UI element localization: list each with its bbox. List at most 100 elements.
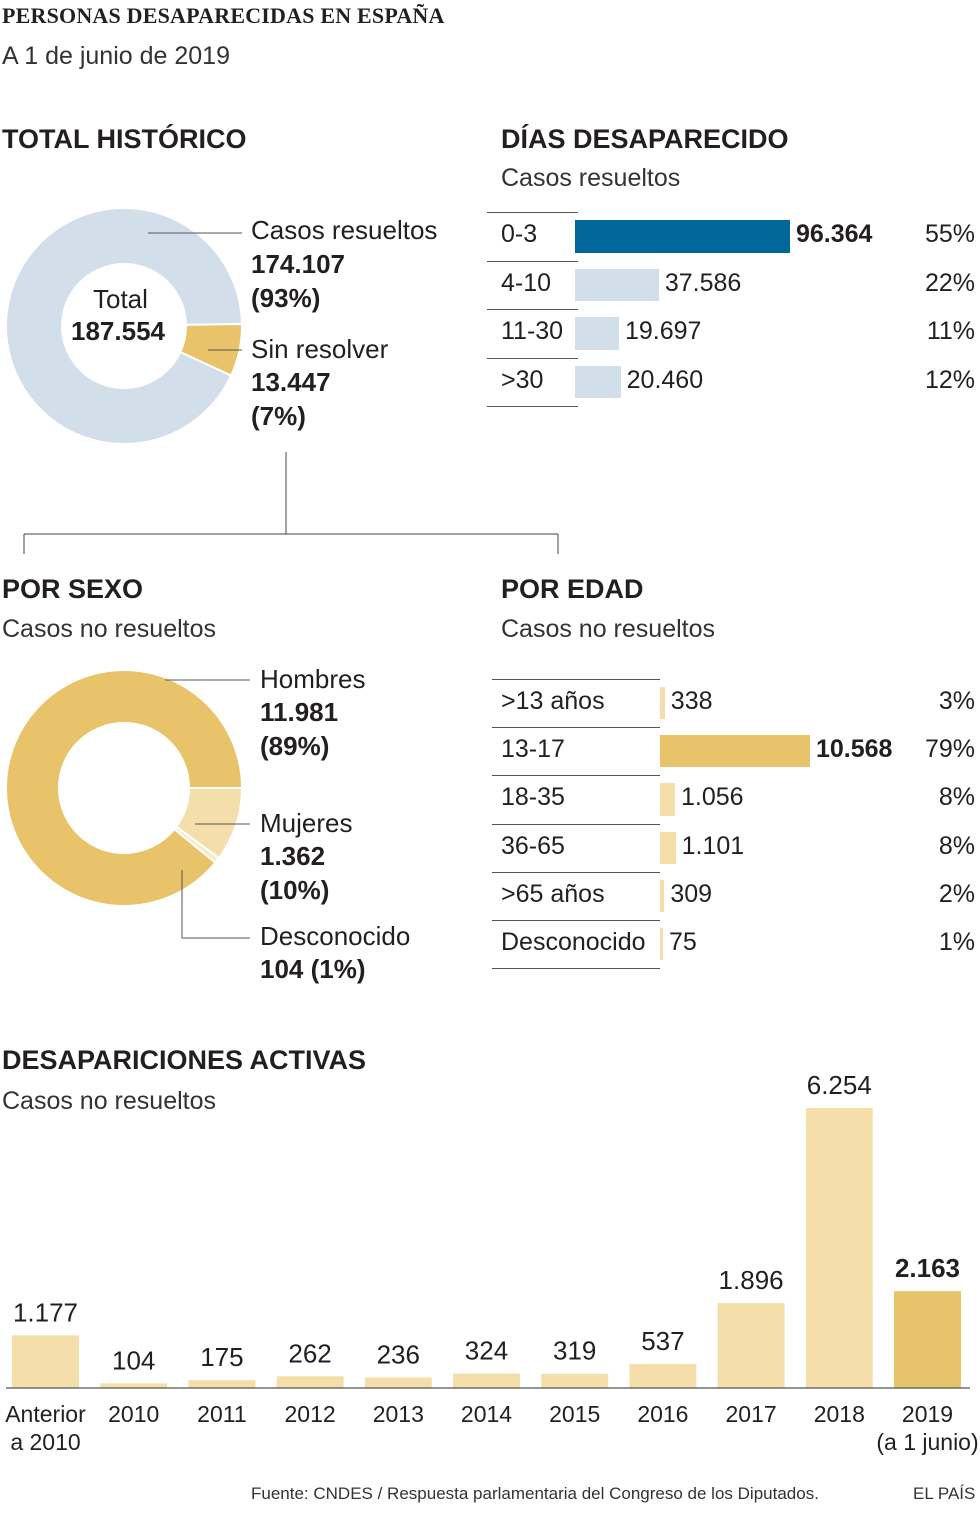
bar [575, 220, 790, 253]
row-divider [492, 679, 660, 680]
bar-pct-label: 22% [924, 268, 975, 297]
bar-value-label: 1.177 [13, 1297, 78, 1327]
leader-line-desconocido [181, 870, 250, 939]
bar-pct-label: 55% [924, 220, 975, 248]
bar [364, 1377, 432, 1388]
donut-slice-desconocido [172, 825, 221, 865]
row-category-label: 11-30 [501, 317, 564, 345]
bar-pct-label: 12% [924, 365, 975, 394]
x-tick-label: 2014 [461, 1401, 512, 1427]
bar [100, 1383, 168, 1388]
bar-pct-label: 11% [926, 317, 975, 345]
bar-value-label: 1.056 [680, 783, 744, 812]
row-category-label: 18-35 [501, 783, 565, 812]
bar-value-label: 2.163 [895, 1253, 960, 1283]
source-note: Fuente: CNDES / Respuesta parlamentaria … [251, 1484, 819, 1503]
bar [575, 317, 619, 350]
bar [660, 687, 665, 720]
hombres-pct: (89%) [260, 731, 330, 761]
bar-value-label: 10.568 [816, 735, 893, 764]
connector-bracket [23, 452, 559, 554]
row-category-label: 13-17 [501, 735, 565, 764]
bar-pct-label: 79% [924, 735, 975, 764]
bar [541, 1373, 609, 1388]
x-tick-label: (a 1 junio) [876, 1429, 978, 1455]
row-category-label: >30 [501, 365, 544, 394]
bar [276, 1376, 344, 1388]
bar-value-label: 236 [377, 1339, 420, 1369]
sin-resolver-value: 13.447 [251, 367, 331, 397]
row-divider [487, 212, 578, 213]
activas-title: DESAPARICIONES ACTIVAS [2, 1045, 367, 1075]
bar [575, 268, 659, 301]
row-divider [492, 920, 660, 921]
bar-value-label: 537 [641, 1326, 684, 1356]
bar-value-label: 75 [669, 928, 697, 956]
mujeres-pct: (10%) [260, 875, 330, 905]
bar [660, 879, 665, 912]
historico-total-value: 187.554 [71, 316, 165, 346]
row-category-label: 36-65 [501, 831, 565, 860]
dias-subtitle: Casos resueltos [501, 164, 681, 192]
x-tick-label: 2016 [637, 1401, 688, 1427]
x-tick-label: 2017 [726, 1401, 777, 1427]
resueltos-value: 174.107 [251, 249, 345, 279]
bar [660, 831, 676, 864]
resueltos-pct: (93%) [251, 283, 321, 313]
edad-title: POR EDAD [501, 574, 644, 604]
bar-value-label: 309 [670, 879, 713, 908]
historico-title: TOTAL HISTÓRICO [2, 124, 247, 154]
row-category-label: >13 años [501, 687, 605, 715]
row-divider [492, 871, 660, 873]
row-divider [492, 775, 660, 777]
row-divider [492, 823, 660, 825]
bar-value-label: 37.586 [664, 268, 742, 297]
x-tick-label: a 2010 [10, 1429, 80, 1455]
bar [805, 1108, 873, 1388]
desconocido-label: Desconocido [260, 921, 411, 951]
row-category-label: >65 años [501, 879, 605, 908]
x-tick-label: 2018 [814, 1401, 865, 1427]
bar [660, 735, 810, 768]
historico-donut [5, 207, 244, 445]
bar-value-label: 96.364 [796, 220, 873, 248]
bar [453, 1373, 520, 1388]
brand-label: EL PAÍS [913, 1484, 976, 1503]
hombres-label: Hombres [260, 664, 366, 694]
bar [894, 1291, 961, 1388]
sexo-title: POR SEXO [2, 574, 144, 604]
main-title: PERSONAS DESAPARECIDAS EN ESPAÑA [2, 3, 445, 28]
bar-value-label: 6.254 [807, 1070, 872, 1100]
bar-pct-label: 8% [938, 831, 975, 860]
bar [660, 928, 663, 961]
x-tick-label: 2010 [108, 1401, 159, 1427]
sexo-donut [5, 669, 250, 939]
row-divider [487, 357, 578, 359]
bar-value-label: 175 [200, 1342, 243, 1372]
x-tick-label: 2019 [902, 1401, 953, 1427]
bar-value-label: 1.101 [681, 831, 745, 860]
mujeres-value: 1.362 [260, 841, 326, 871]
donut-slice-hombres [5, 669, 244, 907]
bar [629, 1363, 697, 1388]
resueltos-label: Casos resueltos [251, 215, 438, 245]
bar-pct-label: 3% [938, 687, 975, 715]
bar [717, 1303, 785, 1388]
bar [660, 783, 675, 816]
x-tick-label: 2015 [549, 1401, 600, 1427]
bar-pct-label: 2% [938, 879, 975, 908]
bar-value-label: 319 [553, 1336, 596, 1366]
main-subtitle: A 1 de junio de 2019 [2, 42, 230, 70]
row-category-label: 4-10 [501, 268, 552, 297]
bar-value-label: 262 [288, 1338, 331, 1368]
bar-value-label: 20.460 [626, 365, 704, 394]
x-tick-label: 2013 [373, 1401, 424, 1427]
x-tick-label: Anterior [5, 1401, 86, 1427]
edad-subtitle: Casos no resueltos [501, 615, 716, 643]
row-divider [492, 968, 660, 970]
bar [575, 365, 621, 398]
bar [188, 1380, 256, 1388]
dias-title: DÍAS DESAPARECIDO [501, 124, 789, 154]
bar-pct-label: 1% [938, 928, 975, 956]
donut-slice-resueltos [5, 207, 244, 445]
